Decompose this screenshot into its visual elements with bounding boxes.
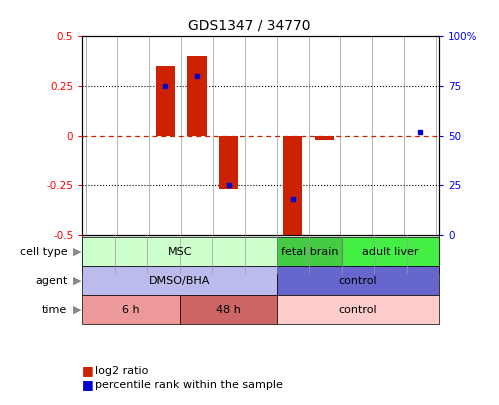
Text: ■: ■ [82,378,94,391]
Text: ▶: ▶ [73,305,82,315]
Text: time: time [42,305,67,315]
Text: GDS1347 / 34770: GDS1347 / 34770 [188,18,311,32]
Text: ▶: ▶ [73,247,82,256]
Text: control: control [339,276,377,286]
Text: log2 ratio: log2 ratio [95,366,148,375]
Text: ▶: ▶ [73,276,82,286]
Bar [220,136,239,189]
Text: control: control [339,305,377,315]
Bar [156,66,175,136]
Text: fetal brain: fetal brain [280,247,338,256]
Text: 48 h: 48 h [216,305,241,315]
Text: adult liver: adult liver [362,247,419,256]
Bar [315,136,334,140]
Text: MSC: MSC [167,247,192,256]
Bar [283,136,302,235]
Bar [188,56,207,136]
Text: agent: agent [35,276,67,286]
Text: cell type: cell type [20,247,67,256]
Text: percentile rank within the sample: percentile rank within the sample [95,380,283,390]
Text: ■: ■ [82,364,94,377]
Text: 6 h: 6 h [122,305,140,315]
Text: DMSO/BHA: DMSO/BHA [149,276,210,286]
